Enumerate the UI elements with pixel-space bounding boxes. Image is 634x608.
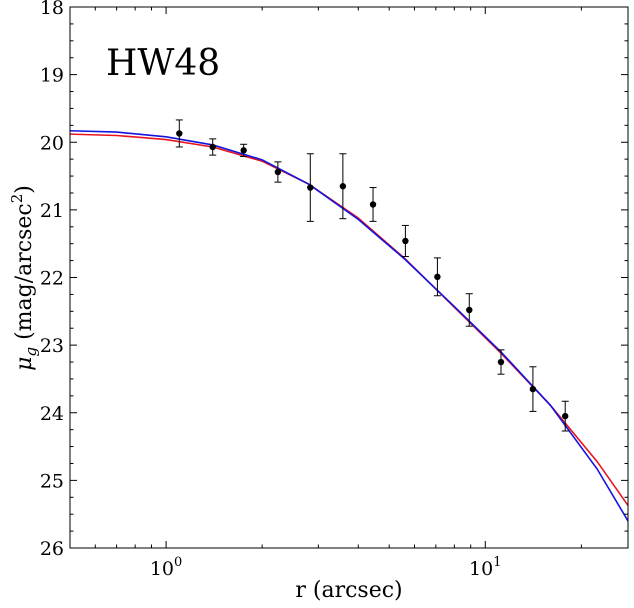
data-points bbox=[175, 119, 569, 432]
y-tick-label: 26 bbox=[40, 538, 64, 560]
y-tick-label: 20 bbox=[40, 132, 64, 154]
data-marker bbox=[497, 358, 505, 366]
y-tick-label: 23 bbox=[40, 335, 64, 357]
plot-area bbox=[70, 7, 628, 548]
y-axis-title-close: ) bbox=[12, 185, 37, 194]
fit-curve-2 bbox=[69, 129, 629, 522]
data-point-12 bbox=[529, 366, 537, 412]
y-axis-title: μg (mag/arcsec2) bbox=[8, 185, 40, 371]
data-marker bbox=[209, 143, 216, 151]
data-marker bbox=[529, 385, 537, 393]
data-point-13 bbox=[561, 400, 569, 432]
x-tick-label: 100 bbox=[150, 555, 182, 580]
annotation-label: HW48 bbox=[106, 43, 220, 84]
y-axis-ticks: 18 19 20 21 22 23 24 25 26 bbox=[40, 0, 628, 560]
data-marker bbox=[274, 168, 282, 176]
data-marker bbox=[176, 130, 183, 137]
data-point-7 bbox=[369, 187, 377, 222]
y-axis-title-rest: (mag/arcsec bbox=[12, 203, 37, 347]
x-axis-title: r (arcsec) bbox=[295, 578, 402, 603]
data-point-2 bbox=[209, 138, 217, 156]
data-marker bbox=[369, 201, 377, 208]
y-tick-label: 22 bbox=[40, 268, 64, 290]
y-tick-label: 21 bbox=[40, 200, 64, 222]
data-marker bbox=[466, 306, 473, 314]
data-point-11 bbox=[497, 349, 505, 375]
data-marker bbox=[562, 412, 569, 420]
data-point-5 bbox=[306, 153, 314, 222]
y-tick-label: 24 bbox=[40, 403, 64, 425]
data-point-9 bbox=[433, 257, 441, 297]
data-point-4 bbox=[274, 161, 282, 183]
x-tick-label: 101 bbox=[469, 555, 501, 580]
data-marker bbox=[339, 183, 347, 190]
x-axis-ticks: 100 101 bbox=[69, 7, 582, 580]
data-marker bbox=[402, 237, 409, 245]
y-axis-title-sub: g bbox=[22, 347, 40, 357]
data-point-1 bbox=[175, 119, 183, 148]
data-point-6 bbox=[339, 153, 347, 220]
data-point-3 bbox=[240, 143, 248, 157]
data-point-10 bbox=[465, 293, 473, 327]
y-tick-label: 18 bbox=[40, 0, 64, 19]
y-tick-label: 25 bbox=[40, 470, 64, 492]
data-marker bbox=[240, 147, 247, 154]
y-axis-title-sup: 2 bbox=[8, 194, 26, 204]
y-tick-label: 19 bbox=[40, 65, 64, 87]
data-marker bbox=[307, 184, 314, 191]
data-point-8 bbox=[401, 224, 409, 258]
fit-curves bbox=[69, 129, 629, 522]
data-marker bbox=[434, 273, 441, 281]
y-axis-title-main: μ bbox=[12, 357, 37, 371]
